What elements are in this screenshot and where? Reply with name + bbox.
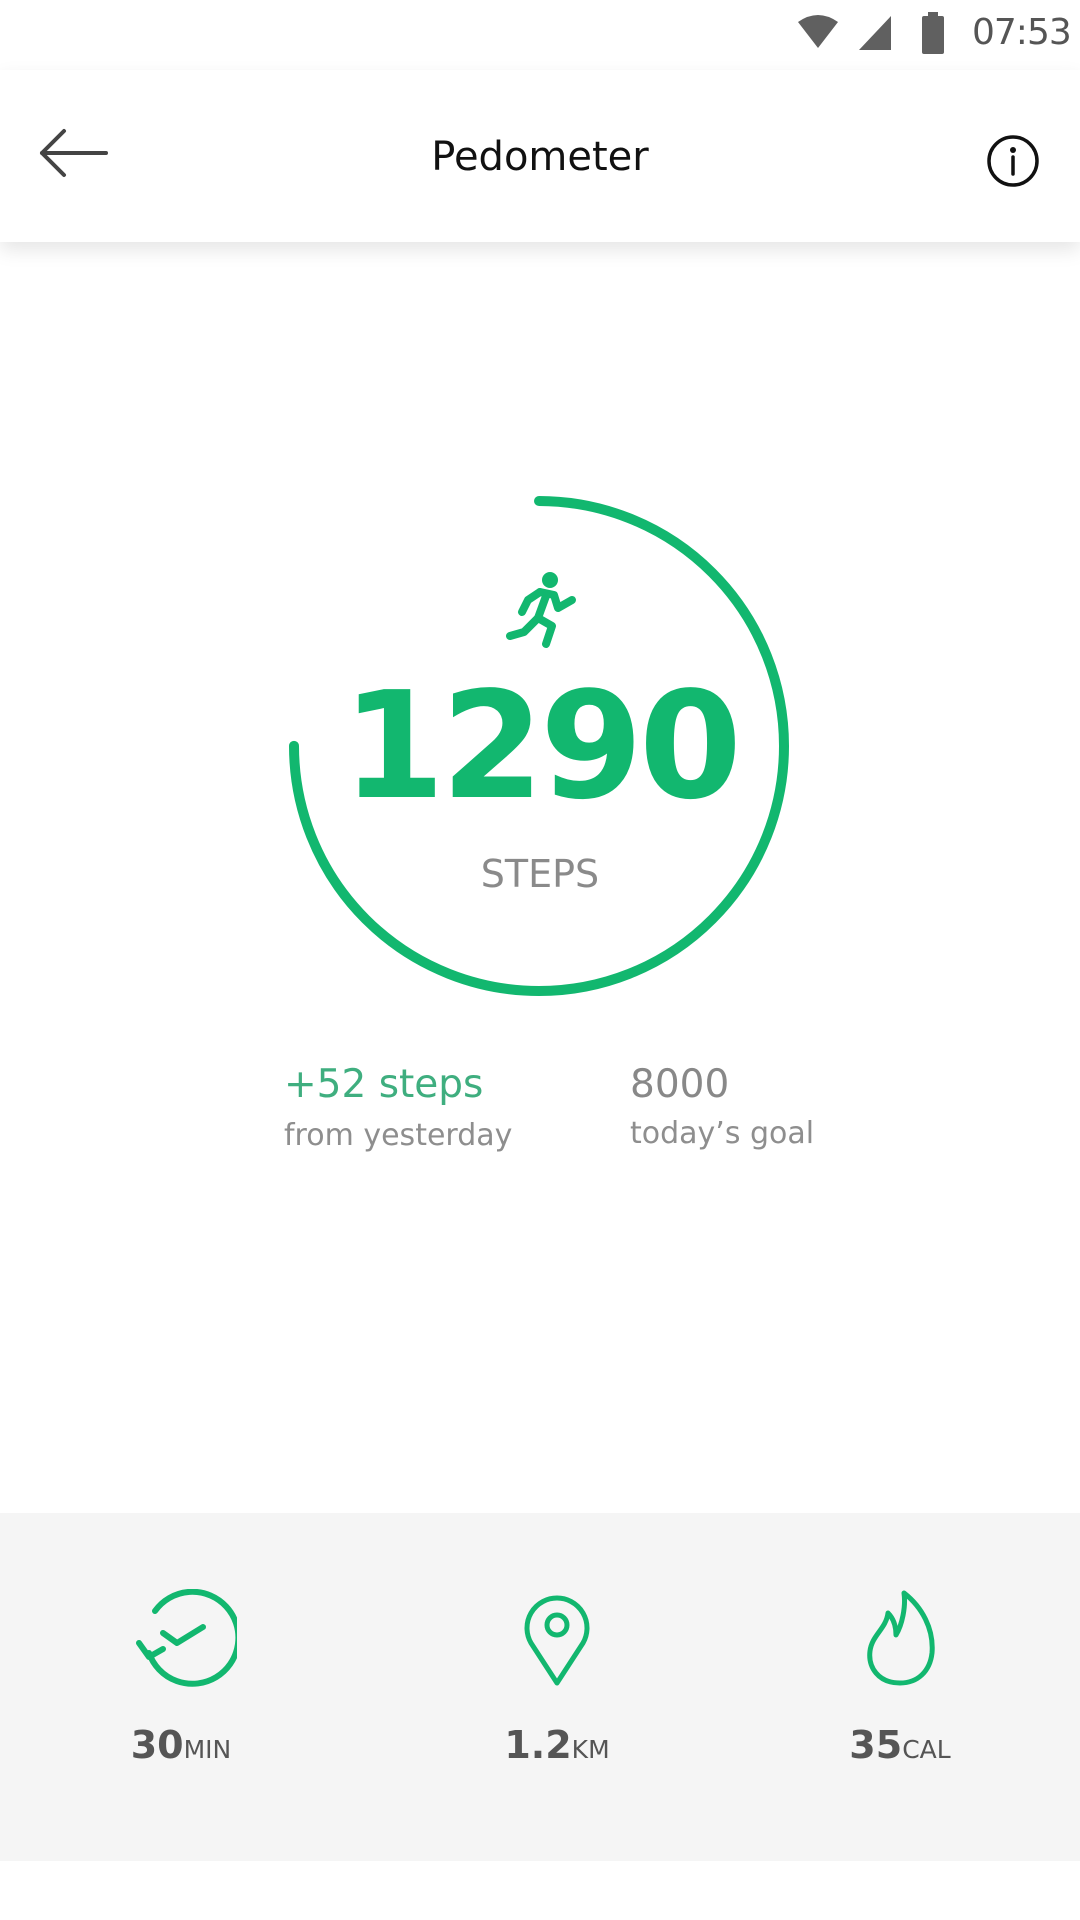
calories-number: 35 [849,1723,903,1767]
battery-icon [922,12,944,54]
duration-unit: MIN [183,1735,232,1764]
steps-progress-ring [289,496,789,996]
info-button[interactable] [985,133,1041,189]
info-icon [987,135,1039,187]
running-person-icon [506,572,576,648]
ring-progress-arc [289,496,789,996]
daily-goal-caption: today’s goal [630,1116,815,1151]
status-time: 07:53 [972,12,1072,53]
steps-count: 1290 [342,660,742,832]
duration-number: 30 [130,1723,184,1767]
steps-delta: +52 steps [284,1062,484,1107]
summary-calories: 35CAL [800,1513,1000,1861]
summary-duration: 30MIN [81,1513,281,1861]
clock-check-icon [136,1589,237,1687]
page-title: Pedometer [431,134,649,180]
activity-summary-panel: 30MIN 1.2KM 35CAL [0,1513,1080,1861]
distance-unit: KM [571,1735,610,1764]
status-bar: 07:53 [0,0,1080,70]
summary-distance: 1.2KM [457,1513,657,1861]
flame-icon [867,1590,935,1686]
daily-goal: 8000 [630,1062,730,1107]
back-button[interactable] [30,120,110,190]
wifi-icon [798,15,838,48]
steps-delta-caption: from yesterday [284,1118,513,1153]
app-bar: Pedometer [0,70,1080,242]
signal-icon [859,16,891,50]
distance-number: 1.2 [504,1723,572,1767]
steps-label: STEPS [480,852,600,896]
summary-duration-value: 30MIN [81,1723,281,1767]
arrow-left-icon [40,129,108,177]
location-pin-icon [524,1595,590,1686]
calories-unit: CAL [902,1735,951,1764]
summary-calories-value: 35CAL [800,1723,1000,1767]
summary-distance-value: 1.2KM [457,1723,657,1767]
